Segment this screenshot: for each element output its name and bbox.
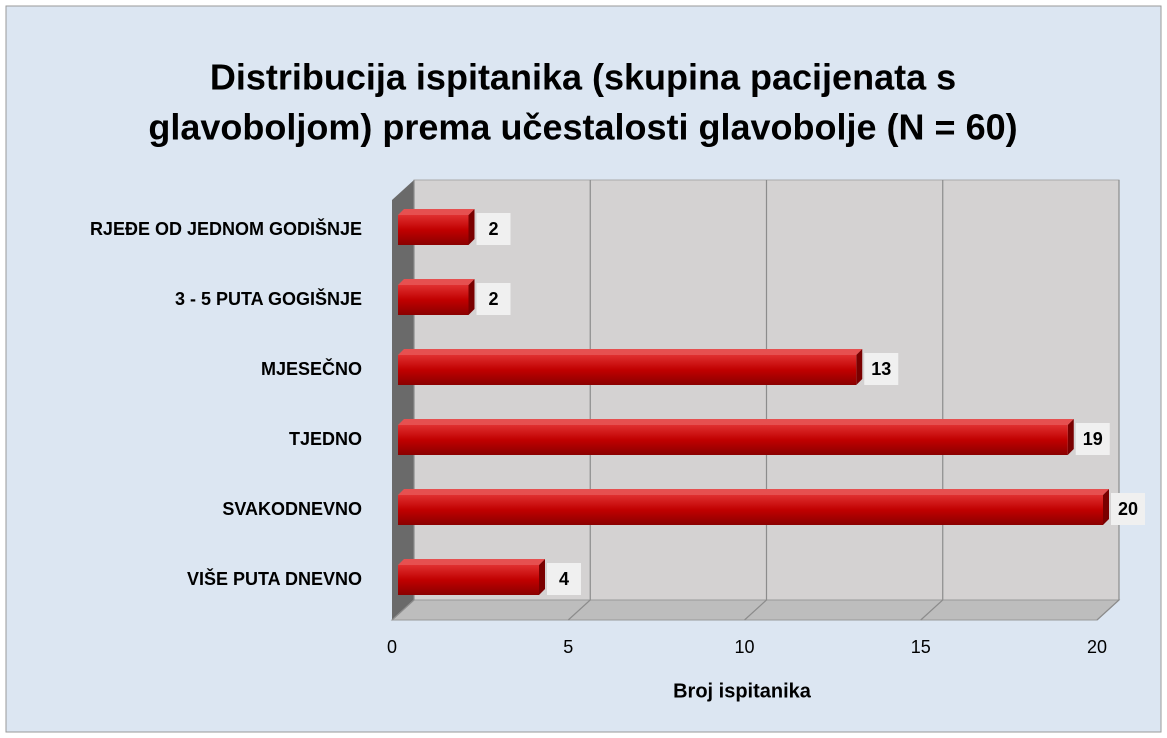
data-label: 13 [871, 359, 891, 379]
bar-end [1103, 489, 1109, 525]
x-axis-title: Broj ispitanika [673, 680, 812, 702]
bar-top [398, 489, 1109, 495]
grid-line [567, 180, 591, 621]
grid-line [744, 180, 768, 621]
x-tick-label: 5 [563, 637, 573, 657]
data-label-box [476, 283, 511, 315]
y-tick-label: RJEĐE OD JEDNOM GODIŠNJE [90, 218, 362, 239]
grid-line [920, 180, 944, 621]
y-tick-label: TJEDNO [289, 429, 362, 449]
bar [398, 425, 1068, 455]
data-label: 19 [1083, 429, 1103, 449]
x-tick-label: 20 [1087, 637, 1107, 657]
bar [398, 495, 1103, 525]
data-label: 2 [488, 289, 498, 309]
data-label: 2 [488, 219, 498, 239]
x-tick-label: 10 [734, 637, 754, 657]
y-tick-label: MJESEČNO [261, 358, 362, 379]
bar-top [398, 559, 545, 565]
chart-title: glavoboljom) prema učestalosti glavobolj… [148, 107, 1017, 148]
data-label-box [1111, 493, 1145, 525]
bar [398, 355, 857, 385]
grid-line [1096, 180, 1120, 621]
x-tick-label: 0 [387, 637, 397, 657]
data-label: 20 [1118, 499, 1138, 519]
chart-title: Distribucija ispitanika (skupina pacijen… [210, 57, 956, 98]
bar-end [1067, 419, 1074, 455]
bar-end [856, 349, 863, 385]
data-label-box [1075, 423, 1110, 455]
bar-end [539, 559, 545, 595]
bar-top [398, 349, 863, 355]
data-label-box [476, 213, 511, 245]
bar [398, 565, 539, 595]
side-wall [392, 180, 414, 620]
y-tick-label: VIŠE PUTA DNEVNO [187, 568, 362, 589]
y-tick-label: 3 - 5 PUTA GOGIŠNJE [175, 288, 362, 309]
data-label-box [547, 563, 581, 595]
bar [398, 285, 469, 315]
bar [398, 215, 469, 245]
bar-top [398, 279, 475, 285]
y-tick-label: SVAKODNEVNO [222, 499, 362, 519]
bar-end [468, 209, 475, 245]
bar-top [398, 419, 1074, 425]
grid-line [391, 180, 415, 621]
bar-top [398, 209, 475, 215]
x-tick-label: 15 [911, 637, 931, 657]
bar-end [468, 279, 475, 315]
data-label: 4 [559, 569, 569, 589]
data-label-box [864, 353, 899, 385]
